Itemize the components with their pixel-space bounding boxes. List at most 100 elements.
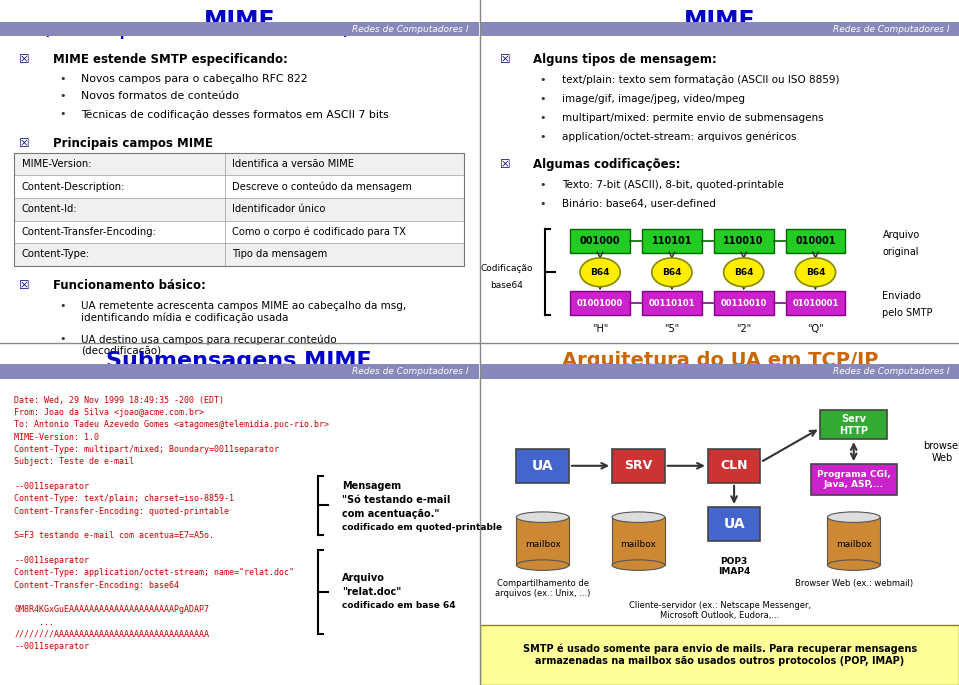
- Text: B64: B64: [734, 268, 754, 277]
- Text: codificado em quoted-printable: codificado em quoted-printable: [342, 523, 503, 532]
- Text: CLN: CLN: [720, 460, 748, 472]
- FancyBboxPatch shape: [571, 291, 630, 315]
- Text: MIME estende SMTP especificando:: MIME estende SMTP especificando:: [53, 53, 288, 66]
- Text: •: •: [58, 110, 65, 119]
- Text: •: •: [58, 368, 65, 377]
- Text: mailbox: mailbox: [836, 540, 872, 549]
- Text: B64: B64: [662, 268, 682, 277]
- Text: Funcionamento básico:: Funcionamento básico:: [53, 279, 205, 292]
- Text: 110010: 110010: [723, 236, 764, 247]
- Text: Codificação: Codificação: [480, 264, 533, 273]
- Text: 01001000: 01001000: [577, 299, 623, 308]
- Text: Redes de Computadores I: Redes de Computadores I: [833, 25, 949, 34]
- FancyBboxPatch shape: [480, 625, 959, 685]
- Text: UA: UA: [723, 517, 745, 531]
- Text: Content-Transfer-Encoding: base64: Content-Transfer-Encoding: base64: [14, 580, 179, 590]
- Text: ☒: ☒: [19, 53, 30, 66]
- Text: •: •: [539, 199, 546, 209]
- Text: Enviado: Enviado: [882, 291, 922, 301]
- Text: •: •: [58, 74, 65, 84]
- Text: codificado em base 64: codificado em base 64: [342, 601, 456, 610]
- FancyBboxPatch shape: [642, 229, 702, 253]
- Text: "2": "2": [736, 324, 751, 334]
- Text: Programa CGI,
Java, ASP,...: Programa CGI, Java, ASP,...: [817, 470, 891, 489]
- Text: application/octet-stream: arquivos genéricos: application/octet-stream: arquivos genér…: [562, 132, 796, 142]
- Text: From: Joao da Silva <joao@acme.com.br>: From: Joao da Silva <joao@acme.com.br>: [14, 408, 204, 417]
- Text: Browser Web (ex.: webmail): Browser Web (ex.: webmail): [795, 579, 913, 588]
- Text: Content-Id:: Content-Id:: [21, 204, 77, 214]
- FancyBboxPatch shape: [516, 449, 569, 483]
- FancyBboxPatch shape: [820, 410, 887, 439]
- FancyBboxPatch shape: [785, 291, 845, 315]
- Ellipse shape: [612, 512, 665, 523]
- Text: Principais campos MIME: Principais campos MIME: [53, 138, 213, 150]
- Text: •: •: [539, 75, 546, 86]
- Text: To: Antonio Tadeu Azevedo Gomes <atagomes@telemidia.puc-rio.br>: To: Antonio Tadeu Azevedo Gomes <atagome…: [14, 421, 329, 429]
- FancyBboxPatch shape: [642, 291, 702, 315]
- Text: UA destino usa campos para recuperar conteúdo
(decodificação): UA destino usa campos para recuperar con…: [82, 334, 337, 356]
- FancyBboxPatch shape: [785, 229, 845, 253]
- FancyBboxPatch shape: [516, 517, 569, 565]
- Text: "Só testando e-mail: "Só testando e-mail: [342, 495, 451, 505]
- Text: original: original: [882, 247, 919, 257]
- Text: SRV: SRV: [624, 460, 652, 472]
- Text: mailbox: mailbox: [525, 540, 561, 549]
- Text: UA remetente acrescenta campos MIME ao cabeçalho da msg,
identificando mídia e c: UA remetente acrescenta campos MIME ao c…: [82, 301, 407, 323]
- Circle shape: [652, 258, 692, 287]
- Circle shape: [723, 258, 763, 287]
- Ellipse shape: [828, 512, 880, 523]
- Text: 00110101: 00110101: [648, 299, 695, 308]
- Text: pelo SMTP: pelo SMTP: [882, 308, 933, 319]
- FancyBboxPatch shape: [480, 364, 959, 379]
- Text: image/gif, image/jpeg, video/mpeg: image/gif, image/jpeg, video/mpeg: [562, 95, 745, 104]
- Text: Mensagem: Mensagem: [342, 482, 401, 491]
- Text: Algumas codificações:: Algumas codificações:: [533, 158, 681, 171]
- Text: multipart/mixed: permite envio de submensagens: multipart/mixed: permite envio de submen…: [562, 113, 824, 123]
- Text: ☒: ☒: [19, 279, 30, 292]
- Text: Subject: Teste de e-mail: Subject: Teste de e-mail: [14, 458, 134, 466]
- Text: •: •: [58, 92, 65, 101]
- Text: Serv
HTTP: Serv HTTP: [839, 414, 868, 436]
- Text: Como o corpo é codificado para TX: Como o corpo é codificado para TX: [232, 227, 406, 237]
- Ellipse shape: [516, 560, 569, 571]
- Text: S=F3 testando e-mail com acentua=E7=A5o.: S=F3 testando e-mail com acentua=E7=A5o.: [14, 532, 215, 540]
- Text: Cliente-servidor (ex.: Netscape Messenger,
Microsoft Outlook, Eudora,...: Cliente-servidor (ex.: Netscape Messenge…: [629, 601, 810, 621]
- FancyBboxPatch shape: [708, 507, 760, 541]
- Text: 001000: 001000: [580, 236, 620, 247]
- Text: base64: base64: [490, 282, 524, 290]
- Text: ...: ...: [14, 618, 55, 627]
- Text: "5": "5": [665, 324, 680, 334]
- Text: Texto: 7-bit (ASCII), 8-bit, quoted-printable: Texto: 7-bit (ASCII), 8-bit, quoted-prin…: [562, 180, 784, 190]
- Circle shape: [795, 258, 835, 287]
- Text: browser
Web: browser Web: [923, 441, 959, 463]
- Text: Identificador único: Identificador único: [232, 204, 325, 214]
- FancyBboxPatch shape: [0, 364, 479, 379]
- Text: •: •: [539, 95, 546, 104]
- Text: MIME-Version:: MIME-Version:: [21, 159, 91, 169]
- FancyBboxPatch shape: [708, 449, 760, 483]
- Text: "Q": "Q": [807, 324, 824, 334]
- Text: (Multi-Purpose Internet Mail Extensions) - RFC 1521: (Multi-Purpose Internet Mail Extensions)…: [44, 26, 434, 38]
- Text: •: •: [539, 113, 546, 123]
- Text: com acentuação.": com acentuação.": [342, 509, 439, 519]
- Text: Redes de Computadores I: Redes de Computadores I: [353, 367, 469, 376]
- Text: ////////AAAAAAAAAAAAAAAAAAAAAAAAAAAAAAA: ////////AAAAAAAAAAAAAAAAAAAAAAAAAAAAAAA: [14, 630, 209, 639]
- Text: Compartilhamento de
arquivos (ex.: Unix, ...): Compartilhamento de arquivos (ex.: Unix,…: [495, 579, 591, 598]
- Text: B64: B64: [591, 268, 610, 277]
- Text: Novos campos para o cabeçalho RFC 822: Novos campos para o cabeçalho RFC 822: [82, 74, 308, 84]
- Text: Content-Type: application/octet-stream; name="relat.doc": Content-Type: application/octet-stream; …: [14, 569, 294, 577]
- Text: Arquivo: Arquivo: [882, 229, 920, 240]
- Text: MIME: MIME: [203, 9, 275, 33]
- Text: "relat.doc": "relat.doc": [342, 586, 402, 597]
- Text: •: •: [58, 334, 65, 345]
- Text: --0011separator: --0011separator: [14, 643, 89, 651]
- FancyBboxPatch shape: [0, 22, 479, 36]
- Text: 110101: 110101: [651, 236, 692, 247]
- Text: Binário: base64, user-defined: Binário: base64, user-defined: [562, 199, 715, 209]
- Text: Arquitetura do UA em TCP/IP: Arquitetura do UA em TCP/IP: [562, 351, 877, 370]
- FancyBboxPatch shape: [713, 291, 774, 315]
- Text: Redes de Computadores I: Redes de Computadores I: [353, 25, 469, 34]
- FancyBboxPatch shape: [612, 517, 665, 565]
- Text: SMTP não toma conhecimento do uso de MIME: SMTP não toma conhecimento do uso de MIM…: [82, 368, 324, 377]
- Text: ☒: ☒: [500, 53, 510, 66]
